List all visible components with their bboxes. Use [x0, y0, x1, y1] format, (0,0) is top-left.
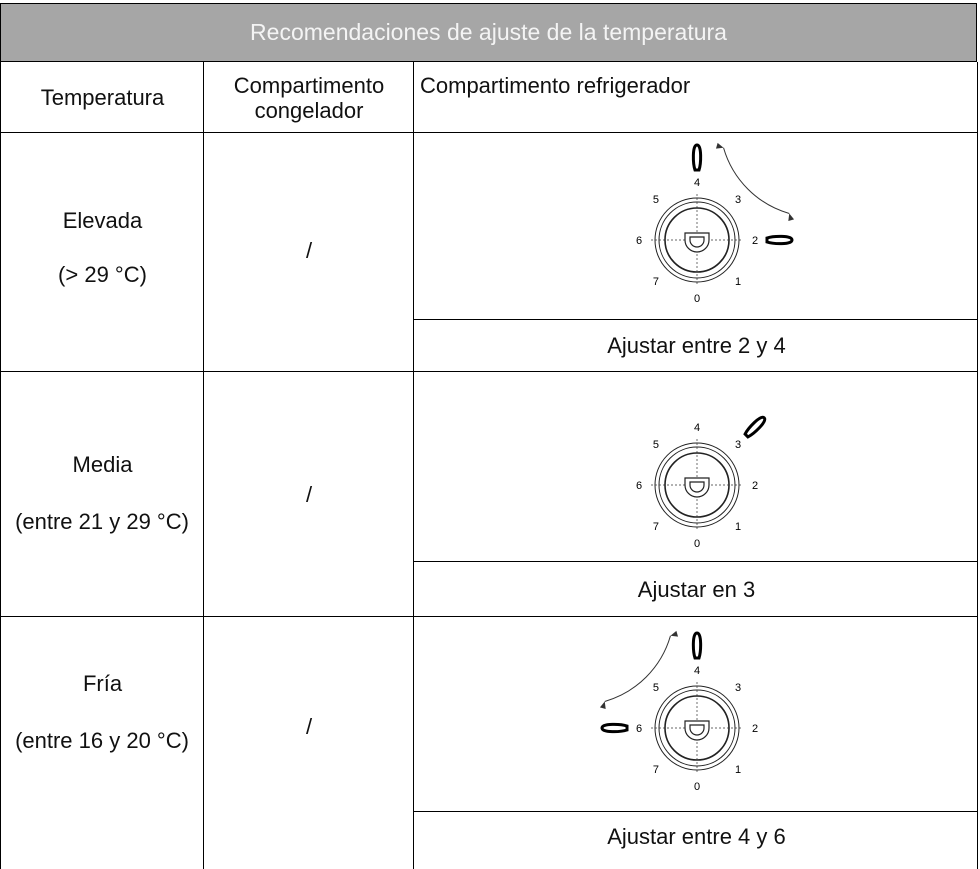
dial-pointer — [600, 722, 629, 734]
border — [413, 561, 978, 562]
dial-number: 5 — [653, 439, 659, 451]
temperature-range: (entre 16 y 20 °C) — [15, 728, 189, 753]
arrow-head — [670, 630, 679, 637]
border — [0, 132, 978, 133]
dial: 0 1 2 3 4 5 6 7 — [636, 142, 795, 305]
dial-number: 3 — [735, 194, 741, 206]
dial-number: 1 — [735, 521, 741, 533]
dial-number: 2 — [752, 723, 758, 735]
dial-knob — [684, 232, 710, 253]
dial-number: 2 — [752, 235, 758, 247]
border — [413, 319, 978, 320]
dial-number: 7 — [653, 276, 659, 288]
column-header: Temperatura — [40, 85, 165, 110]
dial-number: 2 — [752, 480, 758, 492]
adjust-arrow — [723, 147, 790, 214]
dial-number: 3 — [735, 682, 741, 694]
temperature: Elevada — [62, 208, 143, 233]
temperature-range: (entre 21 y 29 °C) — [15, 509, 189, 534]
dial-number: 1 — [735, 764, 741, 776]
arrow-head — [599, 701, 606, 710]
instruction: Ajustar en 3 — [637, 577, 756, 602]
dial-number: 4 — [694, 177, 700, 189]
border — [0, 62, 1, 869]
border — [977, 62, 978, 869]
column-header: Compartimento refrigerador — [420, 73, 691, 98]
dial: 0 1 2 3 4 5 6 7 — [636, 415, 767, 550]
dial: 0 1 2 3 4 5 6 7 — [599, 630, 758, 793]
border — [203, 62, 204, 869]
dial-number: 7 — [653, 764, 659, 776]
instruction: Ajustar entre 2 y 4 — [607, 333, 786, 358]
temperature: Fría — [82, 671, 123, 696]
dial-number: 0 — [694, 538, 700, 550]
dial-pointer — [765, 234, 794, 246]
arrow-head — [715, 142, 724, 149]
dial-knob — [684, 720, 710, 741]
dial-knob — [684, 477, 710, 498]
temperature-range: (> 29 °C) — [58, 262, 147, 287]
dial-number: 3 — [735, 439, 741, 451]
dial-pointer — [743, 415, 767, 439]
freezer-setting: / — [305, 714, 313, 739]
freezer-setting: / — [305, 238, 313, 263]
dial-number: 5 — [653, 682, 659, 694]
table-title: Recomendaciones de ajuste de la temperat… — [0, 3, 977, 62]
freezer-setting: / — [305, 482, 313, 507]
dial-number: 6 — [636, 723, 642, 735]
column-header: Compartimento congelador — [233, 73, 385, 123]
instruction: Ajustar entre 4 y 6 — [607, 824, 786, 849]
temperature: Media — [72, 452, 133, 477]
dial-number: 0 — [694, 781, 700, 793]
dial-number: 6 — [636, 235, 642, 247]
dial-number: 4 — [694, 422, 700, 434]
dial-pointer — [691, 631, 703, 660]
border — [0, 371, 978, 372]
adjust-arrow — [604, 635, 671, 702]
dial-number: 7 — [653, 521, 659, 533]
border — [413, 62, 414, 869]
arrow-head — [788, 213, 795, 222]
dial-number: 4 — [694, 665, 700, 677]
dial-number: 1 — [735, 276, 741, 288]
dial-pointer — [691, 143, 703, 172]
dial-number: 5 — [653, 194, 659, 206]
border — [0, 616, 978, 617]
border — [413, 811, 978, 812]
dial-number: 6 — [636, 480, 642, 492]
dial-number: 0 — [694, 293, 700, 305]
